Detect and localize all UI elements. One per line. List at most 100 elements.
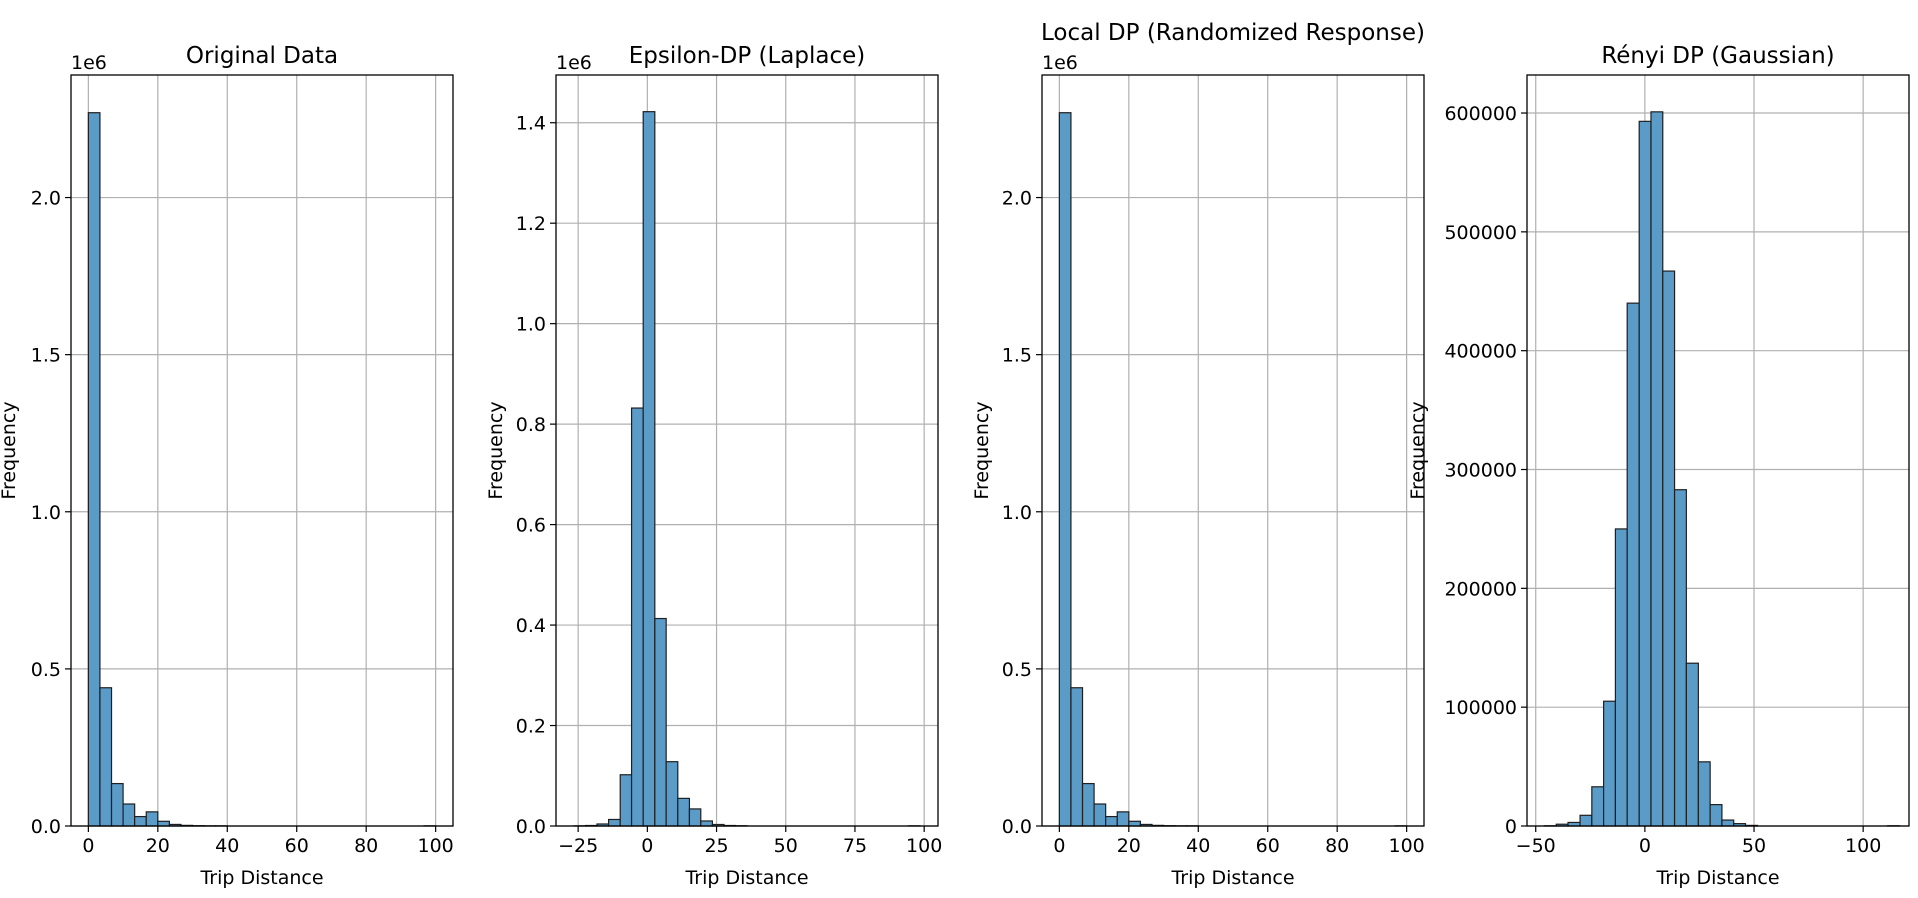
y-tick-label: 2.0 — [31, 188, 61, 210]
y-tick-label: 200000 — [1444, 578, 1517, 600]
axes-frame — [555, 74, 939, 827]
histogram-bar — [630, 407, 644, 827]
y-tick-label: 100000 — [1444, 697, 1517, 719]
histogram-bar — [1058, 112, 1072, 827]
histogram-bar — [677, 797, 691, 827]
x-tick-label: 20 — [1117, 835, 1141, 857]
x-tick-label: 100 — [1389, 835, 1425, 857]
y-tick-label: 0.4 — [516, 615, 546, 637]
chart-title: Original Data — [186, 43, 338, 69]
chart-title: Local DP (Randomized Response) — [1041, 20, 1425, 46]
y-offset-label: 1e6 — [71, 52, 107, 74]
histogram-bar — [1638, 120, 1652, 827]
histogram-bar — [700, 820, 713, 827]
y-tick-label: 2.0 — [1002, 188, 1032, 210]
x-tick-label: 100 — [1845, 835, 1881, 857]
chart-title: Rényi DP (Gaussian) — [1601, 43, 1834, 69]
y-tick-label: 0.0 — [31, 816, 61, 838]
chart-panel-1: 0 20 40 60 80 100 0.0 0.5 1.0 1.5 2.0 1e6 Original D… — [0, 43, 454, 889]
histogram-bar — [1685, 662, 1699, 827]
y-tick-label: 0.6 — [516, 515, 546, 537]
x-tick-label: 0 — [1053, 835, 1065, 857]
y-tick-label: 1.5 — [31, 345, 61, 367]
histogram-bar — [1673, 489, 1687, 827]
axes-frame — [1041, 74, 1425, 827]
histogram-bar — [134, 815, 147, 827]
y-tick-label: 1.0 — [31, 502, 61, 524]
histogram-bar — [688, 808, 702, 827]
histogram-bar — [665, 761, 679, 827]
x-tick-label: 60 — [1256, 835, 1280, 857]
y-axis-label: Frequency — [971, 401, 993, 499]
y-axis-label: Frequency — [0, 401, 20, 499]
histogram-bar — [1128, 820, 1141, 827]
x-tick-label: 75 — [843, 835, 867, 857]
x-tick-label: 0 — [82, 835, 94, 857]
axes-frame — [1526, 74, 1910, 827]
y-tick-label: 1.0 — [1002, 502, 1032, 524]
histogram-bar — [1579, 814, 1593, 827]
histogram-bar — [654, 617, 667, 827]
x-tick-label: 40 — [215, 835, 239, 857]
x-tick-label: −25 — [558, 835, 598, 857]
x-axis-label: Trip Distance — [1655, 867, 1779, 889]
x-axis-label: Trip Distance — [684, 867, 808, 889]
x-tick-label: 100 — [906, 835, 942, 857]
histogram-bar — [642, 111, 656, 827]
chart-title: Epsilon-DP (Laplace) — [629, 43, 865, 69]
y-tick-label: 1.2 — [516, 213, 546, 235]
x-tick-label: 25 — [704, 835, 728, 857]
y-tick-label: 0.0 — [1002, 816, 1032, 838]
y-tick-label: 400000 — [1444, 341, 1517, 363]
y-axis-label: Frequency — [485, 401, 507, 499]
y-tick-label: 0.2 — [516, 716, 546, 738]
histogram-bar — [1603, 700, 1617, 827]
chart-panel-4: −50 0 50 1000100000200000300000400000500000… — [1407, 43, 1910, 889]
histogram-bar — [145, 811, 159, 827]
histogram-bar — [1650, 111, 1664, 827]
histogram-bar — [1721, 819, 1735, 827]
histogram-bars — [87, 112, 437, 827]
x-axis-label: Trip Distance — [1170, 867, 1294, 889]
y-tick-label: 0.8 — [516, 414, 546, 436]
histogram-bar — [619, 774, 633, 827]
histogram-bar — [1070, 687, 1084, 827]
histogram-bar — [1709, 804, 1723, 827]
histogram-bar — [1697, 761, 1711, 827]
x-tick-label: 50 — [774, 835, 798, 857]
histogram-bar — [110, 782, 124, 827]
chart-panel-3: 0 20 40 60 80 100 0.0 0.5 1.0 1.5 2.0 1e6 Local DP (… — [971, 20, 1425, 889]
x-tick-label: 0 — [641, 835, 653, 857]
histogram-bars — [573, 111, 921, 827]
histogram-bars — [1058, 112, 1408, 827]
x-tick-label: 40 — [1186, 835, 1210, 857]
x-tick-label: 20 — [146, 835, 170, 857]
x-axis-label: Trip Distance — [199, 867, 323, 889]
x-tick-label: 80 — [354, 835, 378, 857]
x-tick-label: −50 — [1516, 835, 1556, 857]
histogram-bar — [1614, 528, 1628, 827]
y-axis-label: Frequency — [1407, 401, 1429, 499]
histogram-bar — [99, 687, 113, 827]
histogram-bar — [1626, 302, 1640, 827]
y-tick-label: 0 — [1505, 816, 1517, 838]
histogram-bar — [87, 112, 101, 827]
x-tick-label: 60 — [285, 835, 309, 857]
histogram-bar — [1093, 803, 1107, 827]
histogram-bar — [157, 820, 170, 827]
histogram-bar — [607, 818, 621, 827]
x-tick-label: 80 — [1325, 835, 1349, 857]
x-tick-label: 0 — [1639, 835, 1651, 857]
x-tick-label: 100 — [418, 835, 454, 857]
histogram-bar — [1662, 270, 1676, 827]
y-tick-label: 0.5 — [1002, 659, 1032, 681]
histogram-bar — [1591, 786, 1605, 827]
y-offset-label: 1e6 — [556, 52, 592, 74]
histogram-bar — [1105, 815, 1118, 827]
y-offset-label: 1e6 — [1042, 52, 1078, 74]
histogram-bar — [122, 803, 136, 827]
y-tick-label: 0.0 — [516, 816, 546, 838]
chart-panel-2: −25 0 25 50 75 100 0.0 0.2 0.4 0.6 0.8 1.0 1.2 1.4 1e6… — [485, 43, 942, 889]
histogram-bar — [1116, 811, 1130, 827]
